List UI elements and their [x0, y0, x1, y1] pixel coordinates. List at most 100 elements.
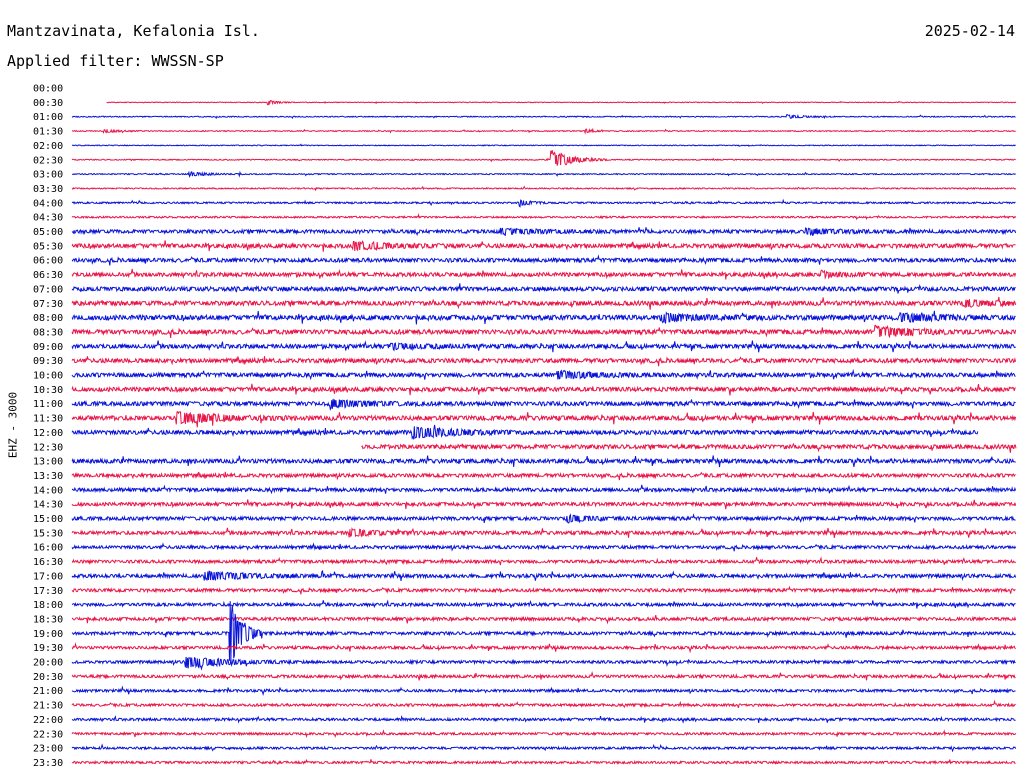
trace-1030 — [71, 383, 1016, 396]
time-label-0930: 09:30 — [33, 356, 63, 367]
time-label-2130: 21:30 — [33, 701, 63, 712]
time-label-0430: 04:30 — [33, 213, 63, 224]
trace-0530 — [71, 240, 1016, 252]
trace-1500 — [71, 513, 1016, 524]
trace-0030 — [106, 99, 1017, 106]
time-label-2200: 22:00 — [33, 715, 63, 726]
trace-0430 — [71, 213, 1017, 221]
trace-1400 — [71, 484, 1017, 495]
trace-1530 — [71, 527, 1017, 538]
filter-label: Applied filter: WWSSN-SP — [7, 52, 224, 70]
time-label-0300: 03:00 — [33, 170, 63, 181]
trace-1330 — [71, 471, 1016, 481]
time-label-0200: 02:00 — [33, 141, 63, 152]
time-label-1430: 14:30 — [33, 500, 63, 511]
time-label-0730: 07:30 — [33, 299, 63, 310]
time-label-2030: 20:30 — [33, 672, 63, 683]
trace-2100 — [71, 685, 1016, 696]
time-label-0630: 06:30 — [33, 270, 63, 281]
trace-0300 — [71, 170, 1016, 178]
trace-1300 — [71, 455, 1016, 468]
time-label-1130: 11:30 — [33, 414, 63, 425]
time-label-1930: 19:30 — [33, 643, 63, 654]
time-label-0830: 08:30 — [33, 327, 63, 338]
trace-2200 — [71, 715, 1016, 724]
time-label-0900: 09:00 — [33, 342, 63, 353]
time-label-1630: 16:30 — [33, 557, 63, 568]
time-label-1230: 12:30 — [33, 442, 63, 453]
time-label-0000: 00:00 — [33, 84, 63, 95]
trace-1830 — [71, 614, 1017, 625]
trace-0330 — [71, 185, 1017, 192]
trace-0700 — [71, 283, 1016, 294]
time-label-2100: 21:00 — [33, 686, 63, 697]
trace-1000 — [71, 368, 1016, 381]
time-label-1000: 10:00 — [33, 371, 63, 382]
trace-0230 — [71, 150, 1016, 166]
trace-0600 — [71, 254, 1017, 266]
time-label-1030: 10:30 — [33, 385, 63, 396]
trace-1730 — [71, 585, 1016, 595]
time-label-1530: 15:30 — [33, 528, 63, 539]
trace-1100 — [71, 398, 1016, 411]
trace-1800 — [71, 599, 1016, 609]
trace-1630 — [71, 556, 1016, 566]
trace-0900 — [71, 340, 1016, 353]
time-label-1200: 12:00 — [33, 428, 63, 439]
trace-1930 — [71, 642, 1016, 654]
trace-0100 — [71, 114, 1016, 120]
trace-0930 — [71, 356, 1017, 367]
time-label-0700: 07:00 — [33, 284, 63, 295]
trace-1230 — [361, 442, 1017, 453]
trace-2230 — [71, 729, 1017, 739]
trace-1700 — [71, 570, 1017, 581]
time-label-0330: 03:30 — [33, 184, 63, 195]
time-label-1900: 19:00 — [33, 629, 63, 640]
time-label-1730: 17:30 — [33, 586, 63, 597]
time-label-1330: 13:30 — [33, 471, 63, 482]
time-label-0400: 04:00 — [33, 198, 63, 209]
trace-2000 — [71, 656, 1016, 671]
trace-0730 — [71, 296, 1017, 310]
time-label-2000: 20:00 — [33, 658, 63, 669]
trace-0800 — [71, 310, 1016, 325]
time-label-1500: 15:00 — [33, 514, 63, 525]
trace-2030 — [71, 670, 1016, 681]
trace-0130 — [71, 127, 1016, 135]
trace-0200 — [71, 143, 1016, 148]
trace-2330 — [71, 758, 1016, 766]
time-label-0530: 05:30 — [33, 241, 63, 252]
time-label-0230: 02:30 — [33, 155, 63, 166]
time-labels: 00:00 00:30 01:00 01:30 02:00 02:30 03:00 03:30… — [33, 84, 63, 769]
time-label-0030: 00:30 — [33, 98, 63, 109]
time-label-1800: 18:00 — [33, 600, 63, 611]
time-label-0100: 01:00 — [33, 112, 63, 123]
time-label-2300: 23:00 — [33, 744, 63, 755]
trace-1200 — [71, 424, 979, 441]
trace-0500 — [71, 227, 1017, 237]
time-label-1300: 13:00 — [33, 457, 63, 468]
seismic-traces — [71, 99, 1017, 766]
time-label-0800: 08:00 — [33, 313, 63, 324]
trace-0830 — [71, 324, 1017, 339]
time-label-2330: 23:30 — [33, 758, 63, 769]
trace-0400 — [71, 198, 1016, 208]
trace-0630 — [71, 268, 1017, 280]
date-label: 2025-02-14 — [924, 22, 1015, 40]
trace-1900 — [71, 601, 1016, 662]
trace-1600 — [71, 542, 1017, 552]
trace-1430 — [71, 499, 1017, 510]
trace-2300 — [71, 743, 1017, 753]
trace-1130 — [71, 410, 1017, 428]
time-label-0500: 05:00 — [33, 227, 63, 238]
time-label-1100: 11:00 — [33, 399, 63, 410]
time-label-1600: 16:00 — [33, 543, 63, 554]
time-label-0130: 01:30 — [33, 127, 63, 138]
time-label-0600: 06:00 — [33, 256, 63, 267]
time-label-2230: 22:30 — [33, 729, 63, 740]
trace-2130 — [71, 699, 1016, 709]
time-label-1400: 14:00 — [33, 485, 63, 496]
time-label-1700: 17:00 — [33, 571, 63, 582]
